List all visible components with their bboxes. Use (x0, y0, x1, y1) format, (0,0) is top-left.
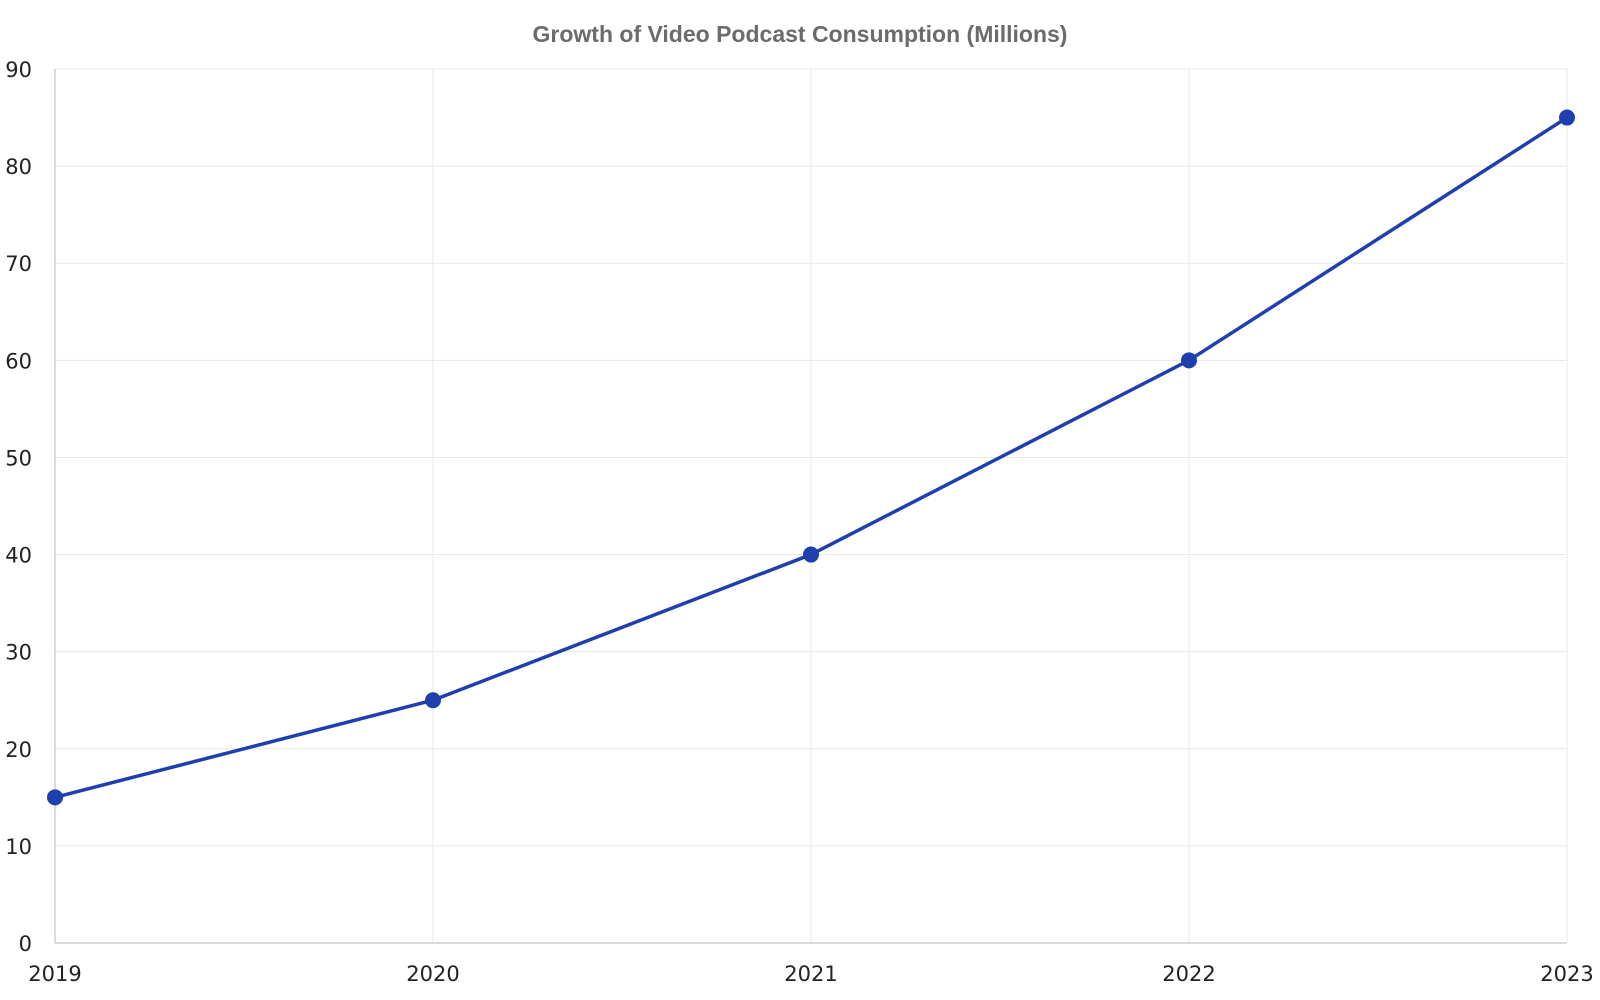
y-tick-label: 70 (5, 252, 32, 276)
x-axis-tick-labels: 2019 2020 2021 2022 2023 (28, 962, 1593, 986)
y-tick-label: 60 (5, 349, 32, 373)
y-tick-label: 20 (5, 738, 32, 762)
y-tick-label: 40 (5, 544, 32, 568)
y-axis-tick-labels: 0 10 20 30 40 50 60 70 80 90 (5, 58, 32, 956)
x-tick-label: 2022 (1162, 962, 1215, 986)
x-tick-label: 2021 (784, 962, 837, 986)
data-point-2021[interactable] (803, 546, 819, 563)
chart-title: Growth of Video Podcast Consumption (Mil… (533, 21, 1068, 47)
data-point-2020[interactable] (425, 692, 441, 709)
x-tick-label: 2023 (1540, 962, 1593, 986)
y-tick-label: 50 (5, 446, 32, 470)
data-point-2022[interactable] (1181, 352, 1197, 369)
y-tick-label: 80 (5, 155, 32, 179)
y-tick-label: 30 (5, 641, 32, 665)
y-tick-label: 0 (19, 932, 32, 956)
series-group (47, 109, 1575, 806)
data-point-2023[interactable] (1559, 109, 1575, 126)
gridlines (55, 68, 1568, 943)
y-tick-label: 10 (5, 835, 32, 859)
data-point-2019[interactable] (47, 789, 63, 806)
y-tick-label: 90 (5, 58, 32, 82)
x-tick-label: 2019 (28, 962, 81, 986)
x-tick-label: 2020 (406, 962, 459, 986)
